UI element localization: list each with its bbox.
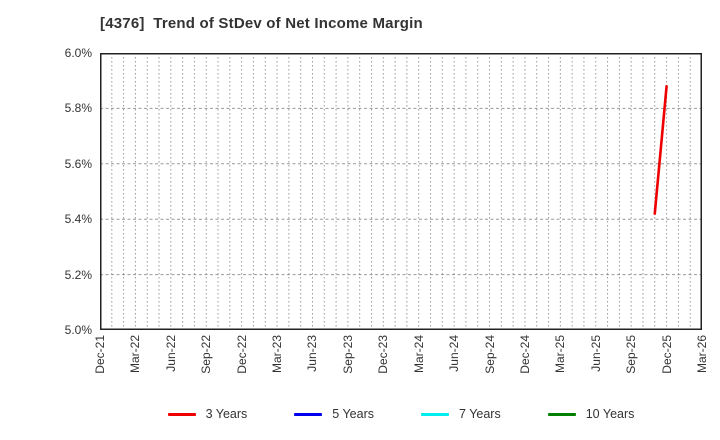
legend-item-5-years: 5 Years: [294, 407, 374, 421]
x-axis-tick-label: Jun-24: [447, 335, 462, 372]
series-line-3-years: [653, 84, 668, 215]
y-axis-tick-label: 5.6%: [64, 156, 92, 171]
x-axis-tick-label: Dec-22: [234, 335, 249, 374]
x-axis-tick-label: Mar-22: [128, 335, 143, 374]
legend-label-7-years: 7 Years: [459, 407, 501, 421]
y-axis-tick-label: 6.0%: [64, 46, 92, 60]
y-axis-tick-label: 5.0%: [64, 323, 92, 337]
plot-frame: [100, 53, 702, 330]
legend: 3 Years 5 Years 7 Years 10 Years: [100, 405, 702, 423]
x-axis-tick-label: Sep-23: [340, 335, 355, 374]
x-axis-tick-label: Mar-24: [411, 335, 426, 374]
x-axis-tick-label: Sep-22: [199, 335, 214, 374]
legend-line-swatch-10-years: [547, 412, 576, 416]
x-axis-tick-label: Mar-25: [553, 335, 568, 374]
x-axis-tick-label: Dec-25: [659, 335, 674, 374]
x-axis-tick-label: Mar-23: [270, 335, 285, 374]
legend-label-3-years: 3 Years: [205, 407, 248, 421]
legend-item-10-years: 10 Years: [547, 407, 635, 421]
y-axis-tick-label: 5.8%: [64, 101, 92, 116]
legend-line-swatch-7-years: [421, 412, 450, 416]
legend-item-7-years: 7 Years: [421, 407, 501, 421]
legend-line-swatch-3-years: [167, 412, 196, 416]
legend-item-3-years: 3 Years: [167, 407, 248, 421]
x-axis-tick-label: Jun-25: [588, 335, 603, 372]
x-axis-tick-label: Dec-21: [93, 335, 107, 374]
chart-title: [4376] Trend of StDev of Net Income Marg…: [100, 15, 423, 32]
x-axis-tick-label: Jun-22: [163, 335, 178, 372]
x-axis-tick-label: Dec-23: [376, 335, 391, 374]
plot-area: [100, 53, 702, 330]
legend-label-5-years: 5 Years: [332, 407, 375, 421]
y-axis-tick-label: 5.2%: [64, 267, 92, 282]
x-axis-tick-label: Mar-26: [695, 335, 709, 374]
legend-label-10-years: 10 Years: [585, 407, 635, 421]
legend-line-swatch-5-years: [294, 412, 323, 416]
x-axis-tick-label: Jun-23: [305, 335, 320, 372]
y-axis-tick-label: 5.4%: [64, 212, 92, 227]
x-axis-tick-label: Dec-24: [517, 335, 532, 374]
x-axis-tick-label: Sep-25: [624, 335, 639, 374]
x-axis-tick-label: Sep-24: [482, 335, 497, 374]
